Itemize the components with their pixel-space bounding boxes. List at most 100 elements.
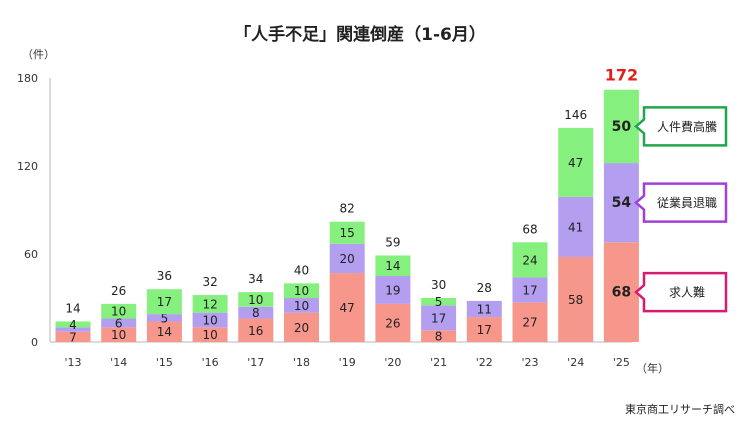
bar-segment-label: 12 [202,297,217,311]
bar-segment [238,306,274,319]
bar-total-label: 172 [605,66,638,85]
bar-segment-label: 8 [252,306,260,320]
x-tick-label: '22 [476,356,493,369]
bar-segment [101,303,137,319]
bar-segment [603,89,639,164]
bar-segment [55,327,91,332]
bar-segment [284,312,319,342]
x-tick-label: '17 [247,356,264,369]
x-axis-unit: （年） [636,361,669,375]
bar-segment [329,243,365,274]
bars: 7414'131061026'141451736'1510101232'1616… [55,66,639,369]
bar-segment [421,298,457,306]
bar-total-label: 32 [202,275,217,289]
bar-segment-label: 10 [294,299,309,313]
bar-segment-label: 19 [385,283,400,297]
bar-segment-label: 27 [522,316,537,330]
legend-label: 従業員退職 [657,196,717,210]
bar-total-label: 82 [340,202,355,216]
bar-segment-label: 10 [294,284,309,298]
bar-total-label: 34 [248,272,263,286]
bar-segment-label: 41 [568,220,583,234]
bar-segment-label: 50 [612,119,632,135]
bar-segment-label: 10 [111,305,126,319]
bar-segment [284,298,319,313]
bar-segment-label: 47 [340,301,355,315]
bar-segment-label: 10 [248,293,263,307]
legend-callout-box [634,182,728,223]
bar-segment-label: 17 [477,323,492,337]
bar-segment-label: 26 [385,316,400,330]
bar-segment-label: 47 [568,156,583,170]
x-tick-label: '14 [110,356,127,369]
bar-segment [146,289,182,315]
bar-segment [558,256,594,342]
bar-segment [603,163,639,243]
bar-segment-label: 10 [202,328,217,342]
y-tick-label: 120 [17,160,38,173]
bar-segment-label: 58 [568,293,583,307]
bar-segment [55,321,91,328]
legend-label: 求人難 [669,285,705,300]
bar-segment-label: 10 [111,328,126,342]
bar-segment-label: 17 [431,311,446,325]
bar-segment [603,242,639,342]
legend-label: 人件費高騰 [657,119,717,134]
x-tick-label: '16 [202,356,219,369]
bar-segment [192,312,228,328]
bar-segment-label: 14 [157,325,172,339]
bar-segment-label: 20 [340,252,355,266]
bar-segment [375,276,411,304]
bar-total-label: 59 [385,235,400,249]
bar-segment-label: 24 [522,253,537,267]
bar-segment [146,314,182,322]
bar-segment-label: 54 [612,195,632,211]
x-tick-label: '18 [293,356,310,369]
bar-segment [329,221,365,244]
bar-segment-label: 5 [161,311,169,325]
x-tick-label: '21 [430,356,447,369]
bar-segment [192,295,228,313]
bar-total-label: 30 [431,278,446,292]
bar-total-label: 40 [294,263,309,277]
bar-segment [101,318,137,328]
x-tick-label: '24 [567,356,584,369]
bar-segment [238,292,274,307]
bar-segment [375,255,411,276]
bar-segment-label: 10 [202,314,217,328]
bar-segment [558,196,594,257]
x-tick-label: '15 [156,356,173,369]
bar-total-label: 68 [522,222,537,236]
bar-segment [192,327,228,342]
chart-title: 「人手不足」関連倒産（1-6月） [234,24,486,45]
bar-segment [375,303,411,342]
legend-callout-box [634,106,728,147]
y-tick-label: 60 [24,248,38,261]
bar-segment-label: 15 [340,226,355,240]
bar-segment [329,273,365,342]
bar-total-label: 26 [111,284,126,298]
bar-segment [101,327,137,342]
bar-total-label: 36 [157,269,172,283]
x-tick-label: '20 [384,356,401,369]
bar-segment-label: 11 [477,303,492,317]
bar-segment-label: 17 [157,295,172,309]
bar-segment [146,321,182,342]
bar-total-label: 14 [65,301,80,315]
legend-callout-box [634,271,728,313]
bar-total-label: 28 [477,281,492,295]
bar-segment [421,305,457,331]
y-ticks: 0 60 120 180 [17,72,38,349]
y-tick-label: 180 [17,72,38,85]
bar-segment-label: 17 [522,283,537,297]
bar-segment-label: 5 [435,295,443,309]
bar-segment [284,283,319,298]
x-tick-label: '25 [613,356,630,369]
bar-segment-label: 68 [612,285,631,301]
bar-segment [466,317,502,342]
x-tick-label: '13 [64,356,81,369]
x-tick-label: '19 [339,356,356,369]
source-note: 東京商工リサーチ調べ [625,402,735,416]
bar-segment-label: 6 [115,316,123,330]
